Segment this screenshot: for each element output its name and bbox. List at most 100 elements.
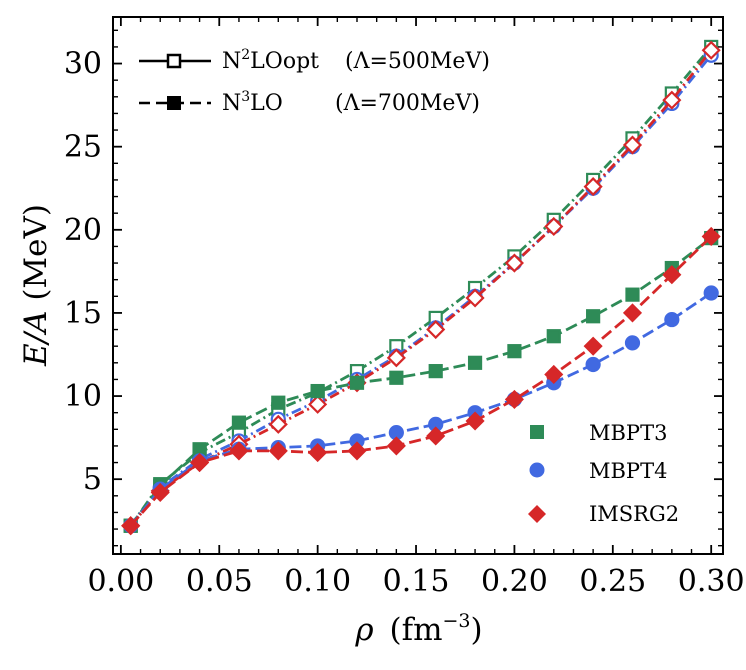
legend-label-n3lo-post: LO xyxy=(250,91,283,116)
data-point xyxy=(347,441,367,461)
x-axis-symbol: ρ xyxy=(354,612,373,648)
x-axis-label: ρ (fm−3) xyxy=(354,610,482,648)
legend-marker-n3lo xyxy=(167,96,181,110)
legend-entry-n3lo: N3LO (Λ=700MeV) xyxy=(139,89,480,116)
legend-label-n2lo-post: LOopt xyxy=(250,49,319,74)
legend-marker-mbpt4 xyxy=(529,462,545,478)
data-point xyxy=(586,309,601,324)
plot-frame xyxy=(112,16,724,555)
data-point xyxy=(662,90,682,110)
data-point xyxy=(662,265,682,285)
legend-label-n2lo-sup: 2 xyxy=(241,47,250,63)
legend-label-n3lo-pre: N xyxy=(222,91,241,116)
legend-cutoff-n3lo: (Λ=700MeV) xyxy=(335,91,480,116)
legend-marker-imsrg2 xyxy=(528,505,546,523)
data-point xyxy=(231,415,247,430)
y-tick-label: 5 xyxy=(83,462,102,497)
data-point xyxy=(426,320,446,340)
series-layer xyxy=(121,39,721,536)
data-point xyxy=(701,226,721,247)
legend-entry-mbpt3: MBPT3 xyxy=(530,421,667,445)
data-point xyxy=(622,135,643,155)
series-mbpt3-n3lo xyxy=(123,231,719,533)
series-line xyxy=(129,49,713,527)
legend-cutoff-n2lo: (Λ=500MeV) xyxy=(345,49,490,74)
data-point xyxy=(308,443,328,463)
data-point xyxy=(544,364,564,385)
data-point xyxy=(310,383,325,399)
legend-marker-n2lo xyxy=(166,53,182,69)
y-tick-label: 10 xyxy=(64,379,102,414)
data-point xyxy=(190,453,210,473)
data-point xyxy=(229,441,249,461)
y-axis-label: E/A (MeV) xyxy=(18,204,54,367)
legend-marker-mbpt3 xyxy=(530,425,544,439)
data-point xyxy=(268,441,288,461)
legend-method: MBPT3 MBPT4 IMSRG2 xyxy=(528,421,679,526)
legend-entry-n2lo: N2LOopt (Λ=500MeV) xyxy=(139,47,490,74)
legend-entry-imsrg2: IMSRG2 xyxy=(528,502,679,526)
x-tick-label: 0.10 xyxy=(284,564,351,599)
y-axis-symbol: E/A xyxy=(18,311,54,367)
x-axis-close: ) xyxy=(470,612,482,648)
x-tick-label: 0.30 xyxy=(678,564,745,599)
data-point xyxy=(701,40,721,60)
data-point xyxy=(386,348,406,368)
legend-label-n2lo-pre: N xyxy=(222,49,241,74)
data-point xyxy=(271,395,286,410)
legend-label-n3lo-sup: 3 xyxy=(241,89,250,105)
y-tick-label: 20 xyxy=(64,213,102,248)
legend-label-mbpt4: MBPT4 xyxy=(589,459,667,483)
data-point xyxy=(664,311,680,328)
data-point xyxy=(428,364,443,379)
y-axis-unit: (MeV) xyxy=(18,204,54,301)
data-point xyxy=(622,303,643,323)
data-point xyxy=(121,516,141,536)
series-line xyxy=(129,235,713,527)
legend-label-mbpt3: MBPT3 xyxy=(589,421,667,445)
data-point xyxy=(465,288,485,308)
data-point xyxy=(386,436,406,456)
series-imsrg2-n3lo xyxy=(121,226,721,536)
x-tick-label: 0.05 xyxy=(186,564,253,599)
data-point xyxy=(150,482,170,503)
data-point xyxy=(504,253,524,273)
data-point xyxy=(465,411,485,431)
series-line xyxy=(129,45,713,527)
legend-label-n2lo: N2LOopt xyxy=(222,47,319,74)
data-point xyxy=(308,394,328,414)
series-line xyxy=(129,291,712,527)
data-point xyxy=(583,177,603,197)
legend-entry-mbpt4: MBPT4 xyxy=(529,459,667,483)
tick-labels: 0.00 0.05 0.10 0.15 0.20 0.25 0.30 5 10 15 20 25 30 xyxy=(64,47,745,599)
data-point xyxy=(504,389,524,409)
data-point xyxy=(389,370,404,385)
x-axis-unit: (fm xyxy=(390,612,443,648)
data-point xyxy=(546,329,561,344)
data-point xyxy=(544,216,564,237)
data-point xyxy=(467,355,483,370)
data-point xyxy=(625,287,640,302)
x-tick-label: 0.20 xyxy=(481,564,548,599)
x-tick-label: 0.25 xyxy=(579,564,646,599)
data-point xyxy=(426,426,446,446)
x-tick-label: 0.00 xyxy=(87,564,154,599)
data-point xyxy=(507,344,522,359)
series-line xyxy=(129,236,713,527)
data-point xyxy=(585,356,601,373)
x-axis-exponent: −3 xyxy=(442,610,470,632)
series-mbpt4-n3lo xyxy=(123,285,719,534)
data-point xyxy=(583,336,603,356)
y-tick-label: 15 xyxy=(64,296,102,331)
legend-label-imsrg2: IMSRG2 xyxy=(589,502,679,526)
x-tick-label: 0.15 xyxy=(383,564,450,599)
data-point xyxy=(349,375,365,390)
series-line xyxy=(129,54,713,527)
data-point xyxy=(703,285,719,301)
ticks-layer xyxy=(113,17,723,554)
series-imsrg2-n2loopt xyxy=(121,40,721,536)
legend-interaction: N2LOopt (Λ=500MeV) N3LO (Λ=700MeV) xyxy=(139,47,490,116)
data-point xyxy=(268,414,288,434)
data-point xyxy=(624,335,641,351)
